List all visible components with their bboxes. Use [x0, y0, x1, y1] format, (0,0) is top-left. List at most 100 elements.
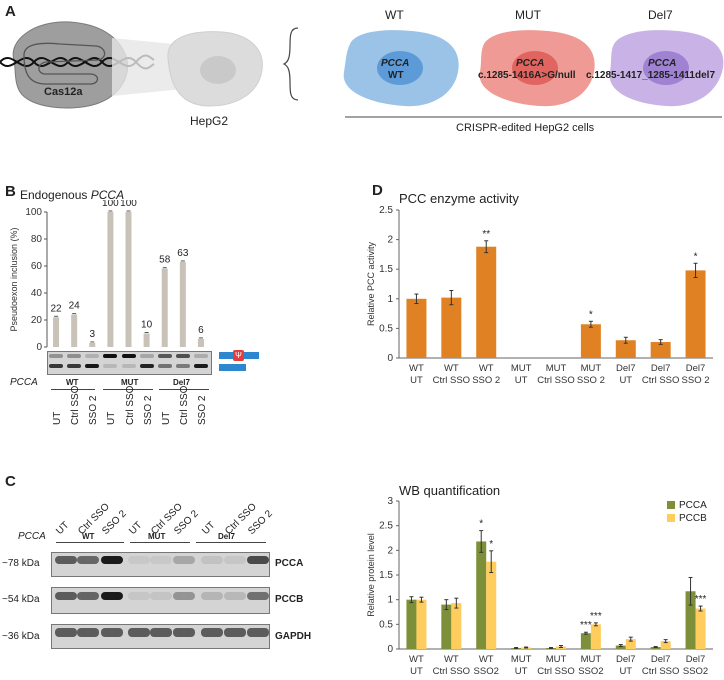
panel-b-group-del7: Del7	[173, 378, 190, 387]
wb-x-tick-label: Del7	[616, 654, 636, 665]
panel-c-gene-label: PCCA	[18, 531, 46, 542]
wt-allele-label: WT	[388, 70, 404, 81]
gel-band-skipped	[175, 364, 190, 368]
d-significance: *	[694, 251, 698, 262]
panel-c-group-line-wt	[56, 542, 124, 543]
wb-band-pcca	[224, 556, 246, 564]
d-x-tick-label: MUT	[581, 363, 602, 374]
wb-band-pcca	[150, 556, 172, 564]
wb-x-tick-label: UT	[515, 666, 528, 677]
panel-c-lane-label: UT	[54, 519, 72, 537]
b-y-tick-label: 100	[25, 207, 42, 218]
panel-b-title: Endogenous PCCA	[20, 188, 124, 202]
d-y-tick-label: 2	[387, 235, 393, 246]
wb-bar	[451, 603, 462, 649]
wb-y-tick-label: 0.5	[379, 619, 393, 630]
d-bar	[650, 342, 671, 358]
gel-band-skipped	[193, 364, 208, 368]
wb-row-name-gapdh: GAPDH	[275, 631, 312, 642]
wb-significance: *	[489, 539, 493, 550]
wt-cell-title: WT	[385, 8, 404, 22]
wb-band-pccb	[150, 592, 172, 600]
d-y-tick-label: 2.5	[379, 205, 393, 216]
panel-d-label: D	[372, 182, 383, 199]
d-y-axis-label: Relative PCC activity	[366, 241, 376, 326]
d-x-tick-label: Ctrl SSO	[537, 375, 574, 386]
wb-legend-swatch	[667, 514, 675, 522]
panel-b-group-line-mut	[103, 389, 153, 390]
panel-b-lane-label: SSO 2	[196, 395, 208, 425]
gel-legend-skipped-bar	[219, 364, 246, 371]
wb-band-pccb	[101, 592, 123, 600]
gel-band-skipped	[139, 364, 154, 368]
b-bar	[107, 212, 114, 347]
d-bar	[476, 246, 497, 358]
panel-b-group-wt: WT	[66, 378, 79, 387]
wb-legend-label: PCCA	[679, 500, 707, 511]
wb-band-pcca	[77, 556, 99, 564]
panel-b-lane-label: SSO 2	[142, 395, 154, 425]
d-bar	[685, 270, 706, 358]
wb-row-name-pcca: PCCA	[275, 558, 304, 569]
gel-band-inclusion	[139, 354, 154, 358]
panel-b-label: B	[5, 183, 16, 200]
panel-b-lane-label: UT	[160, 411, 172, 425]
cas12a-protein-outline	[23, 42, 106, 85]
b-bar	[53, 317, 60, 347]
western-blot-pccb	[51, 587, 270, 614]
b-bar	[197, 338, 204, 347]
d-x-tick-label: UT	[410, 375, 423, 386]
d-y-tick-label: 1.5	[379, 264, 393, 275]
panel-b-lane-label: SSO 2	[88, 395, 100, 425]
panel-b-lane-label: Ctrl SSO	[124, 385, 136, 425]
wb-band-gapdh	[101, 628, 123, 637]
d-x-tick-label: WT	[479, 363, 494, 374]
b-y-tick-label: 80	[31, 234, 43, 245]
gel-band-inclusion	[175, 354, 190, 358]
wb-band-pccb	[247, 592, 269, 600]
mut-cell-nucleus	[512, 51, 558, 85]
western-blot-pcca	[51, 552, 270, 577]
kda-label-pccb: ~54 kDa	[2, 594, 40, 605]
panel-b-group-line-del7	[159, 389, 209, 390]
d-x-tick-label: SSO 2	[472, 375, 500, 386]
gel-band-inclusion	[103, 354, 118, 358]
d-title: PCC enzyme activity	[399, 191, 519, 206]
wb-band-pcca	[128, 556, 150, 564]
del7-cell-nucleus	[643, 51, 689, 85]
wb-bar	[580, 633, 591, 649]
gel-band-skipped	[121, 364, 136, 368]
wb-band-pcca	[247, 556, 269, 564]
panel-b-lane-label: UT	[106, 411, 118, 425]
d-x-tick-label: SSO 2	[682, 375, 710, 386]
gel-band-skipped	[157, 364, 172, 368]
wb-bar	[416, 599, 427, 649]
b-y-tick-label: 60	[31, 261, 43, 272]
cas12a-label: Cas12a	[44, 86, 83, 98]
wb-band-gapdh	[247, 628, 269, 637]
d-x-tick-label: WT	[444, 363, 459, 374]
wb-x-tick-label: MUT	[546, 654, 567, 665]
gel-band-skipped	[85, 364, 100, 368]
b-data-label: 100	[120, 200, 137, 209]
hepg2-nucleus	[200, 56, 236, 84]
b-data-label: 10	[141, 320, 153, 331]
d-y-tick-label: 0	[387, 353, 393, 364]
wb-band-gapdh	[201, 628, 223, 637]
wb-band-gapdh	[55, 628, 77, 637]
d-bar	[615, 340, 636, 358]
panel-b-lane-label: UT	[52, 411, 64, 425]
d-significance: **	[482, 229, 490, 240]
wt-gene-label: PCCA	[381, 58, 410, 69]
panel-a-illustration	[0, 21, 724, 118]
wb-band-pcca	[101, 556, 123, 564]
wb-bar	[486, 561, 497, 649]
pseudoexon-inclusion-chart: 0 20 40 60 80 100 Pseudoexon inclusion (%) 22 24…	[9, 200, 204, 350]
wb-bar	[685, 591, 696, 649]
wb-legend-swatch	[667, 501, 675, 509]
panel-b-gene-label: PCCA	[10, 377, 38, 388]
b-data-label: 63	[177, 248, 189, 259]
d-bar	[580, 324, 601, 358]
del7-gene-label: PCCA	[648, 58, 677, 69]
gel-band-skipped	[49, 364, 64, 368]
